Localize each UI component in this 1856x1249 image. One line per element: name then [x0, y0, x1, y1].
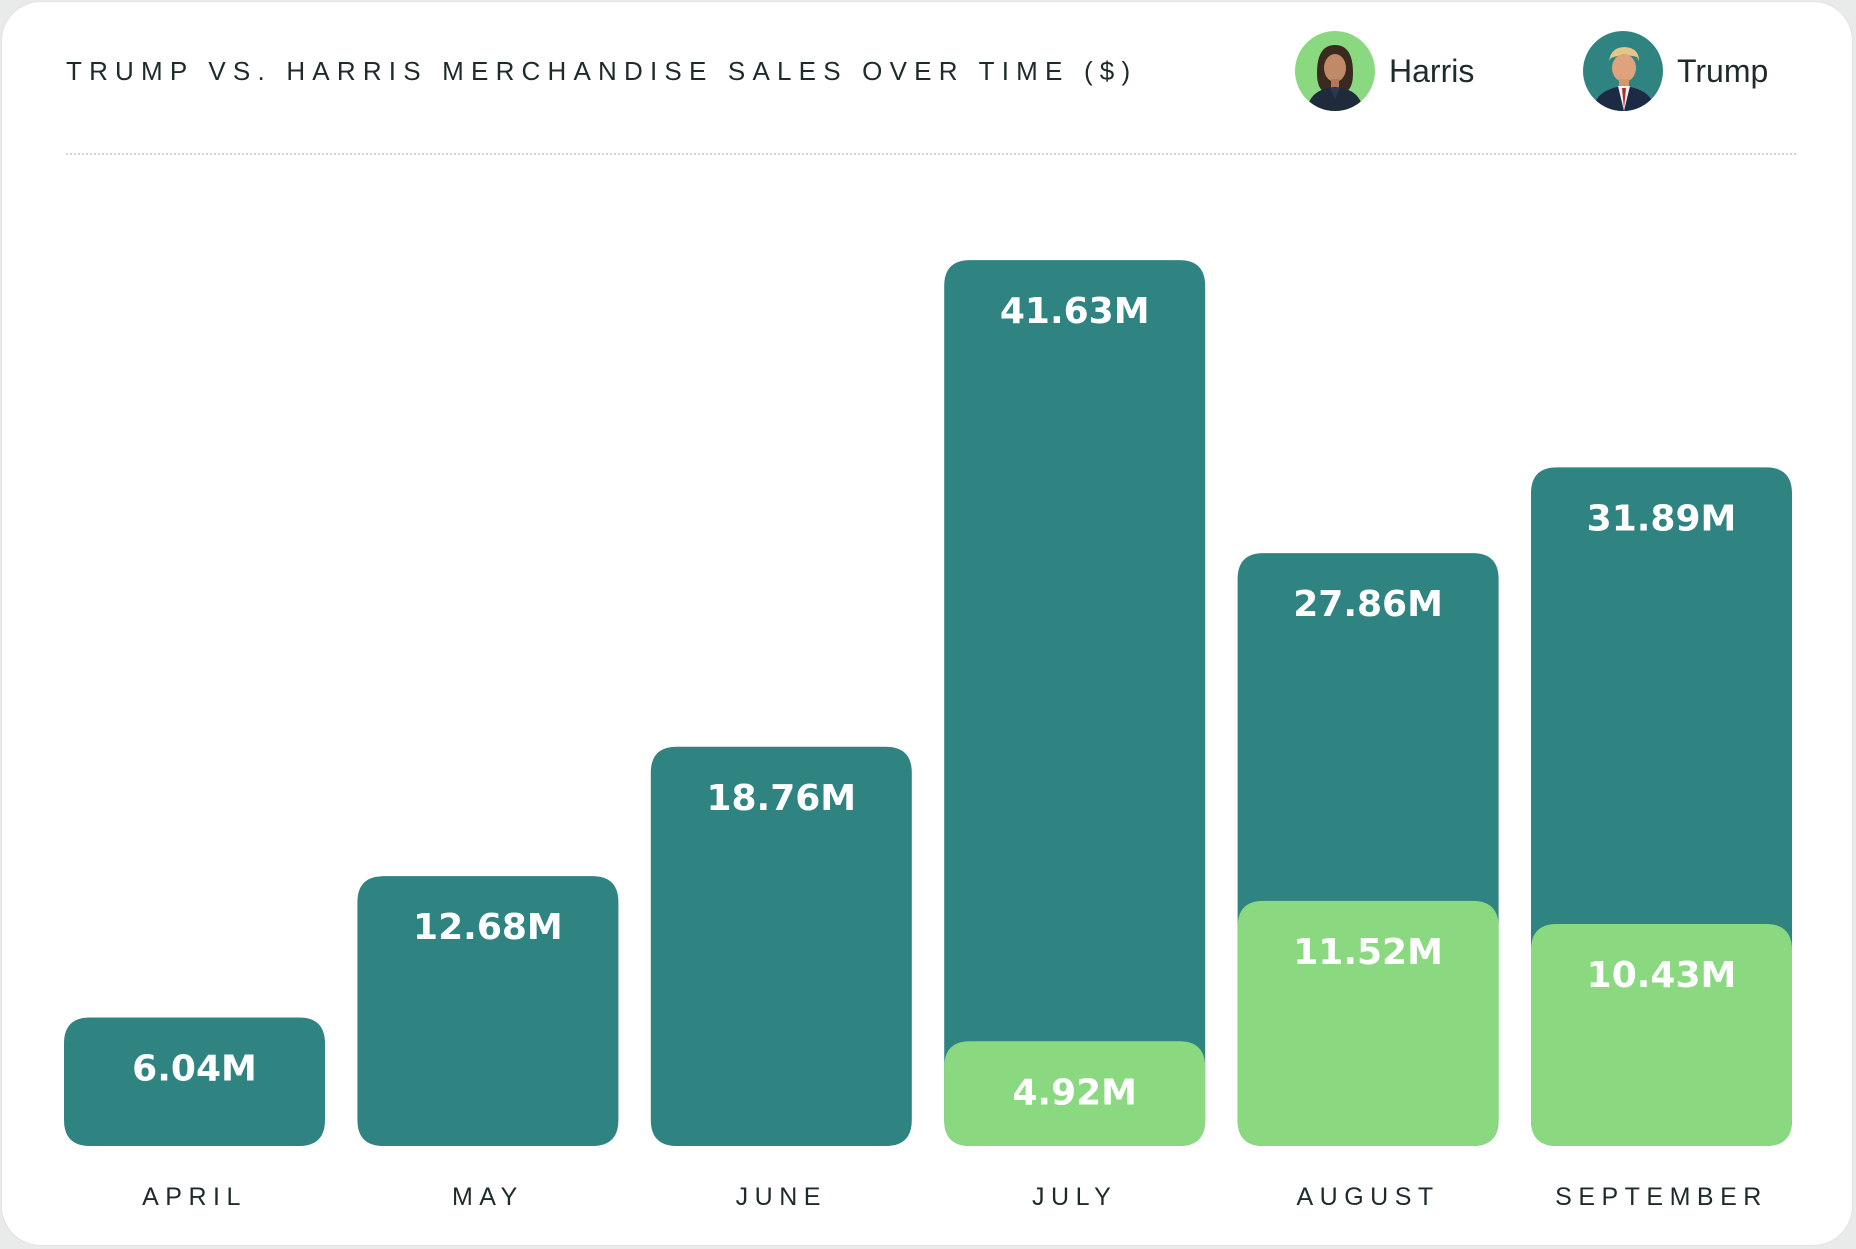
data-label-trump-july: 41.63M [1000, 291, 1150, 332]
category-label-april: APRIL [142, 1183, 247, 1211]
harris-portrait-icon [1295, 31, 1375, 111]
bar-harris-september [1531, 924, 1792, 1146]
legend-label-trump: Trump [1677, 52, 1769, 89]
bar-harris-august [1237, 900, 1499, 1146]
legend-item-harris: Harris [1295, 30, 1474, 112]
data-label-trump-april: 6.04M [132, 1048, 257, 1089]
chart-title: Trump vs. Harris Merchandise Sales Over … [66, 56, 1138, 86]
category-label-june: JUNE [736, 1183, 827, 1211]
category-label-july: JULY [1032, 1183, 1117, 1211]
category-label-august: AUGUST [1297, 1183, 1440, 1211]
bar-trump-april [64, 1017, 325, 1146]
data-label-trump-may: 12.68M [413, 907, 563, 948]
category-label-may: MAY [452, 1183, 524, 1211]
bar-trump-july [944, 260, 1206, 1146]
bar-harris-july [944, 1041, 1206, 1146]
data-label-trump-august: 27.86M [1293, 584, 1443, 625]
category-label-september: SEPTEMBER [1555, 1183, 1768, 1211]
trump-portrait-icon [1583, 31, 1663, 111]
data-label-harris-september: 10.43M [1587, 955, 1737, 996]
title-divider [66, 153, 1796, 155]
legend-label-harris: Harris [1389, 52, 1475, 89]
bar-trump-may [357, 876, 619, 1146]
legend-item-trump: Trump [1583, 30, 1768, 112]
data-label-trump-september: 31.89M [1587, 498, 1737, 539]
bar-trump-june [650, 746, 912, 1146]
data-label-harris-august: 11.52M [1293, 932, 1443, 973]
data-label-harris-july: 4.92M [1012, 1072, 1137, 1113]
data-label-trump-june: 18.76M [706, 778, 856, 819]
